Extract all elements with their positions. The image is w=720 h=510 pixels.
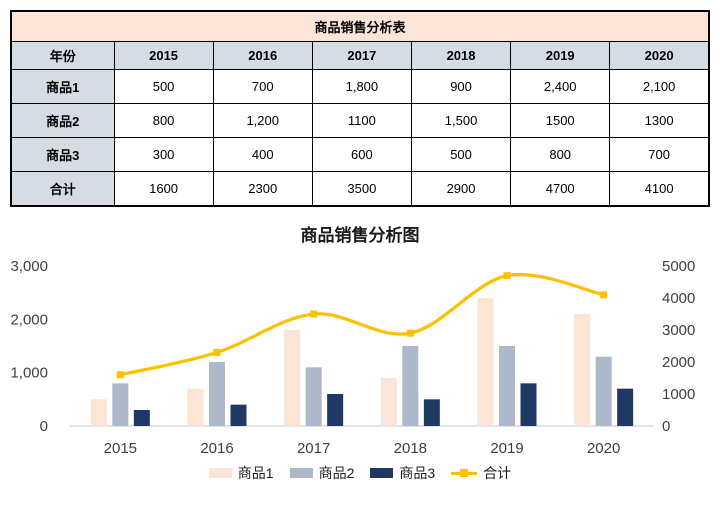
sales-table: 商品销售分析表 年份 2015 2016 2017 2018 2019 2020 商品1 500 7… xyxy=(10,10,710,207)
x-axis-label: 2017 xyxy=(297,440,330,457)
left-axis-tick-label: 3,000 xyxy=(10,258,48,275)
legend-label: 合计 xyxy=(483,465,512,481)
legend-label: 商品1 xyxy=(237,465,274,481)
left-axis-tick-label: 2,000 xyxy=(10,311,48,328)
legend-label: 商品2 xyxy=(318,465,355,481)
bar-商品3-2015 xyxy=(133,410,150,426)
row-label-cell[interactable]: 合计 xyxy=(10,171,115,207)
line-marker-合计-2015 xyxy=(116,371,124,379)
header-cell[interactable]: 2015 xyxy=(113,41,214,70)
header-cell[interactable]: 2017 xyxy=(311,41,412,70)
value-cell[interactable]: 4700 xyxy=(510,171,611,207)
line-marker-合计-2020 xyxy=(600,291,608,299)
value-cell[interactable]: 2,400 xyxy=(510,69,611,104)
bar-商品1-2019 xyxy=(477,298,494,426)
value-cell[interactable]: 800 xyxy=(510,137,611,172)
table-row: 商品1 500 700 1,800 900 2,400 2,100 xyxy=(10,69,710,104)
value-cell[interactable]: 1600 xyxy=(113,171,214,207)
bar-商品3-2019 xyxy=(520,383,537,426)
chart-legend: 商品1 商品2 商品3 合计 xyxy=(0,463,720,483)
bar-商品2-2017 xyxy=(305,367,322,426)
bar-商品1-2020 xyxy=(574,314,591,426)
value-cell[interactable]: 1300 xyxy=(609,103,710,138)
header-cell-year[interactable]: 年份 xyxy=(10,41,115,70)
table-row: 商品2 800 1,200 1100 1,500 1500 1300 xyxy=(10,103,710,138)
legend-label: 商品3 xyxy=(399,465,436,481)
right-axis-tick-label: 4000 xyxy=(662,290,695,307)
right-axis-tick-label: 0 xyxy=(662,418,670,435)
legend-item-商品1: 商品1 xyxy=(208,463,274,483)
value-cell[interactable]: 500 xyxy=(410,137,512,172)
value-cell[interactable]: 300 xyxy=(113,137,214,172)
bar-商品1-2016 xyxy=(187,388,204,426)
value-cell[interactable]: 400 xyxy=(212,137,313,172)
header-cell[interactable]: 2019 xyxy=(510,41,611,70)
row-label-cell[interactable]: 商品1 xyxy=(10,69,115,104)
bar-商品3-2016 xyxy=(230,404,247,426)
legend-item-商品3: 商品3 xyxy=(370,463,435,483)
bar-商品1-2017 xyxy=(284,330,301,426)
value-cell[interactable]: 2300 xyxy=(212,171,313,207)
value-cell[interactable]: 1100 xyxy=(311,103,412,138)
x-axis-label: 2019 xyxy=(490,440,523,457)
left-axis-tick-label: 1,000 xyxy=(10,365,48,382)
x-axis-label: 2020 xyxy=(587,440,620,457)
table-title-row: 商品销售分析表 xyxy=(10,10,710,42)
value-cell[interactable]: 3500 xyxy=(311,171,412,207)
value-cell[interactable]: 500 xyxy=(113,69,214,104)
line-marker-合计-2016 xyxy=(213,348,221,356)
header-cell[interactable]: 2018 xyxy=(410,41,512,70)
x-axis-label: 2018 xyxy=(394,440,427,457)
line-marker-合计-2019 xyxy=(503,272,511,280)
bar-商品3-2020 xyxy=(617,388,634,426)
right-axis-tick-label: 5000 xyxy=(662,258,695,275)
right-axis-tick-label: 1000 xyxy=(662,386,695,403)
sales-chart[interactable]: 商品销售分析图 0 1,000 2,000 3,000 0 1000 2000 3000 4000… xyxy=(0,215,720,463)
value-cell[interactable]: 800 xyxy=(113,103,214,138)
value-cell[interactable]: 600 xyxy=(311,137,412,172)
bar-商品1-2015 xyxy=(90,399,107,426)
left-axis-tick-label: 0 xyxy=(40,418,48,435)
bar-商品3-2018 xyxy=(423,399,440,426)
line-marker-合计-2018 xyxy=(406,329,414,337)
bar-商品2-2015 xyxy=(112,383,129,426)
legend-swatch-icon xyxy=(370,468,394,478)
table-row: 合计 1600 2300 3500 2900 4700 4100 xyxy=(10,171,710,207)
value-cell[interactable]: 900 xyxy=(410,69,512,104)
x-axis-label: 2015 xyxy=(104,440,137,457)
value-cell[interactable]: 1,500 xyxy=(410,103,512,138)
bar-商品2-2020 xyxy=(595,356,612,426)
legend-swatch-icon xyxy=(208,468,232,478)
row-label-cell[interactable]: 商品2 xyxy=(10,103,115,138)
legend-item-合计: 合计 xyxy=(451,463,511,483)
value-cell[interactable]: 2,100 xyxy=(609,69,710,104)
bar-商品2-2018 xyxy=(402,346,419,426)
value-cell[interactable]: 1,800 xyxy=(311,69,412,104)
table-row: 商品3 300 400 600 500 800 700 xyxy=(10,137,710,172)
value-cell[interactable]: 1500 xyxy=(510,103,611,138)
header-cell[interactable]: 2020 xyxy=(609,41,710,70)
legend-line-marker-icon xyxy=(451,468,478,478)
bar-商品1-2018 xyxy=(380,378,397,426)
legend-item-商品2: 商品2 xyxy=(289,463,355,483)
x-axis-label: 2016 xyxy=(200,440,233,457)
line-marker-合计-2017 xyxy=(310,310,318,318)
chart-title: 商品销售分析图 xyxy=(301,225,420,245)
right-axis-tick-label: 2000 xyxy=(662,354,695,371)
value-cell[interactable]: 4100 xyxy=(609,171,710,207)
value-cell[interactable]: 1,200 xyxy=(212,103,313,138)
value-cell[interactable]: 700 xyxy=(212,69,313,104)
value-cell[interactable]: 700 xyxy=(609,137,710,172)
row-label-cell[interactable]: 商品3 xyxy=(10,137,115,172)
line-合计 xyxy=(118,272,606,377)
table-header-row: 年份 2015 2016 2017 2018 2019 2020 xyxy=(10,41,710,70)
bar-商品2-2016 xyxy=(209,362,225,426)
legend-swatch-icon xyxy=(289,468,313,478)
header-cell[interactable]: 2016 xyxy=(212,41,313,70)
bar-商品3-2017 xyxy=(327,394,344,426)
value-cell[interactable]: 2900 xyxy=(410,171,512,207)
right-axis-tick-label: 3000 xyxy=(662,322,695,339)
bar-商品2-2019 xyxy=(499,346,515,426)
table-title: 商品销售分析表 xyxy=(10,10,710,42)
